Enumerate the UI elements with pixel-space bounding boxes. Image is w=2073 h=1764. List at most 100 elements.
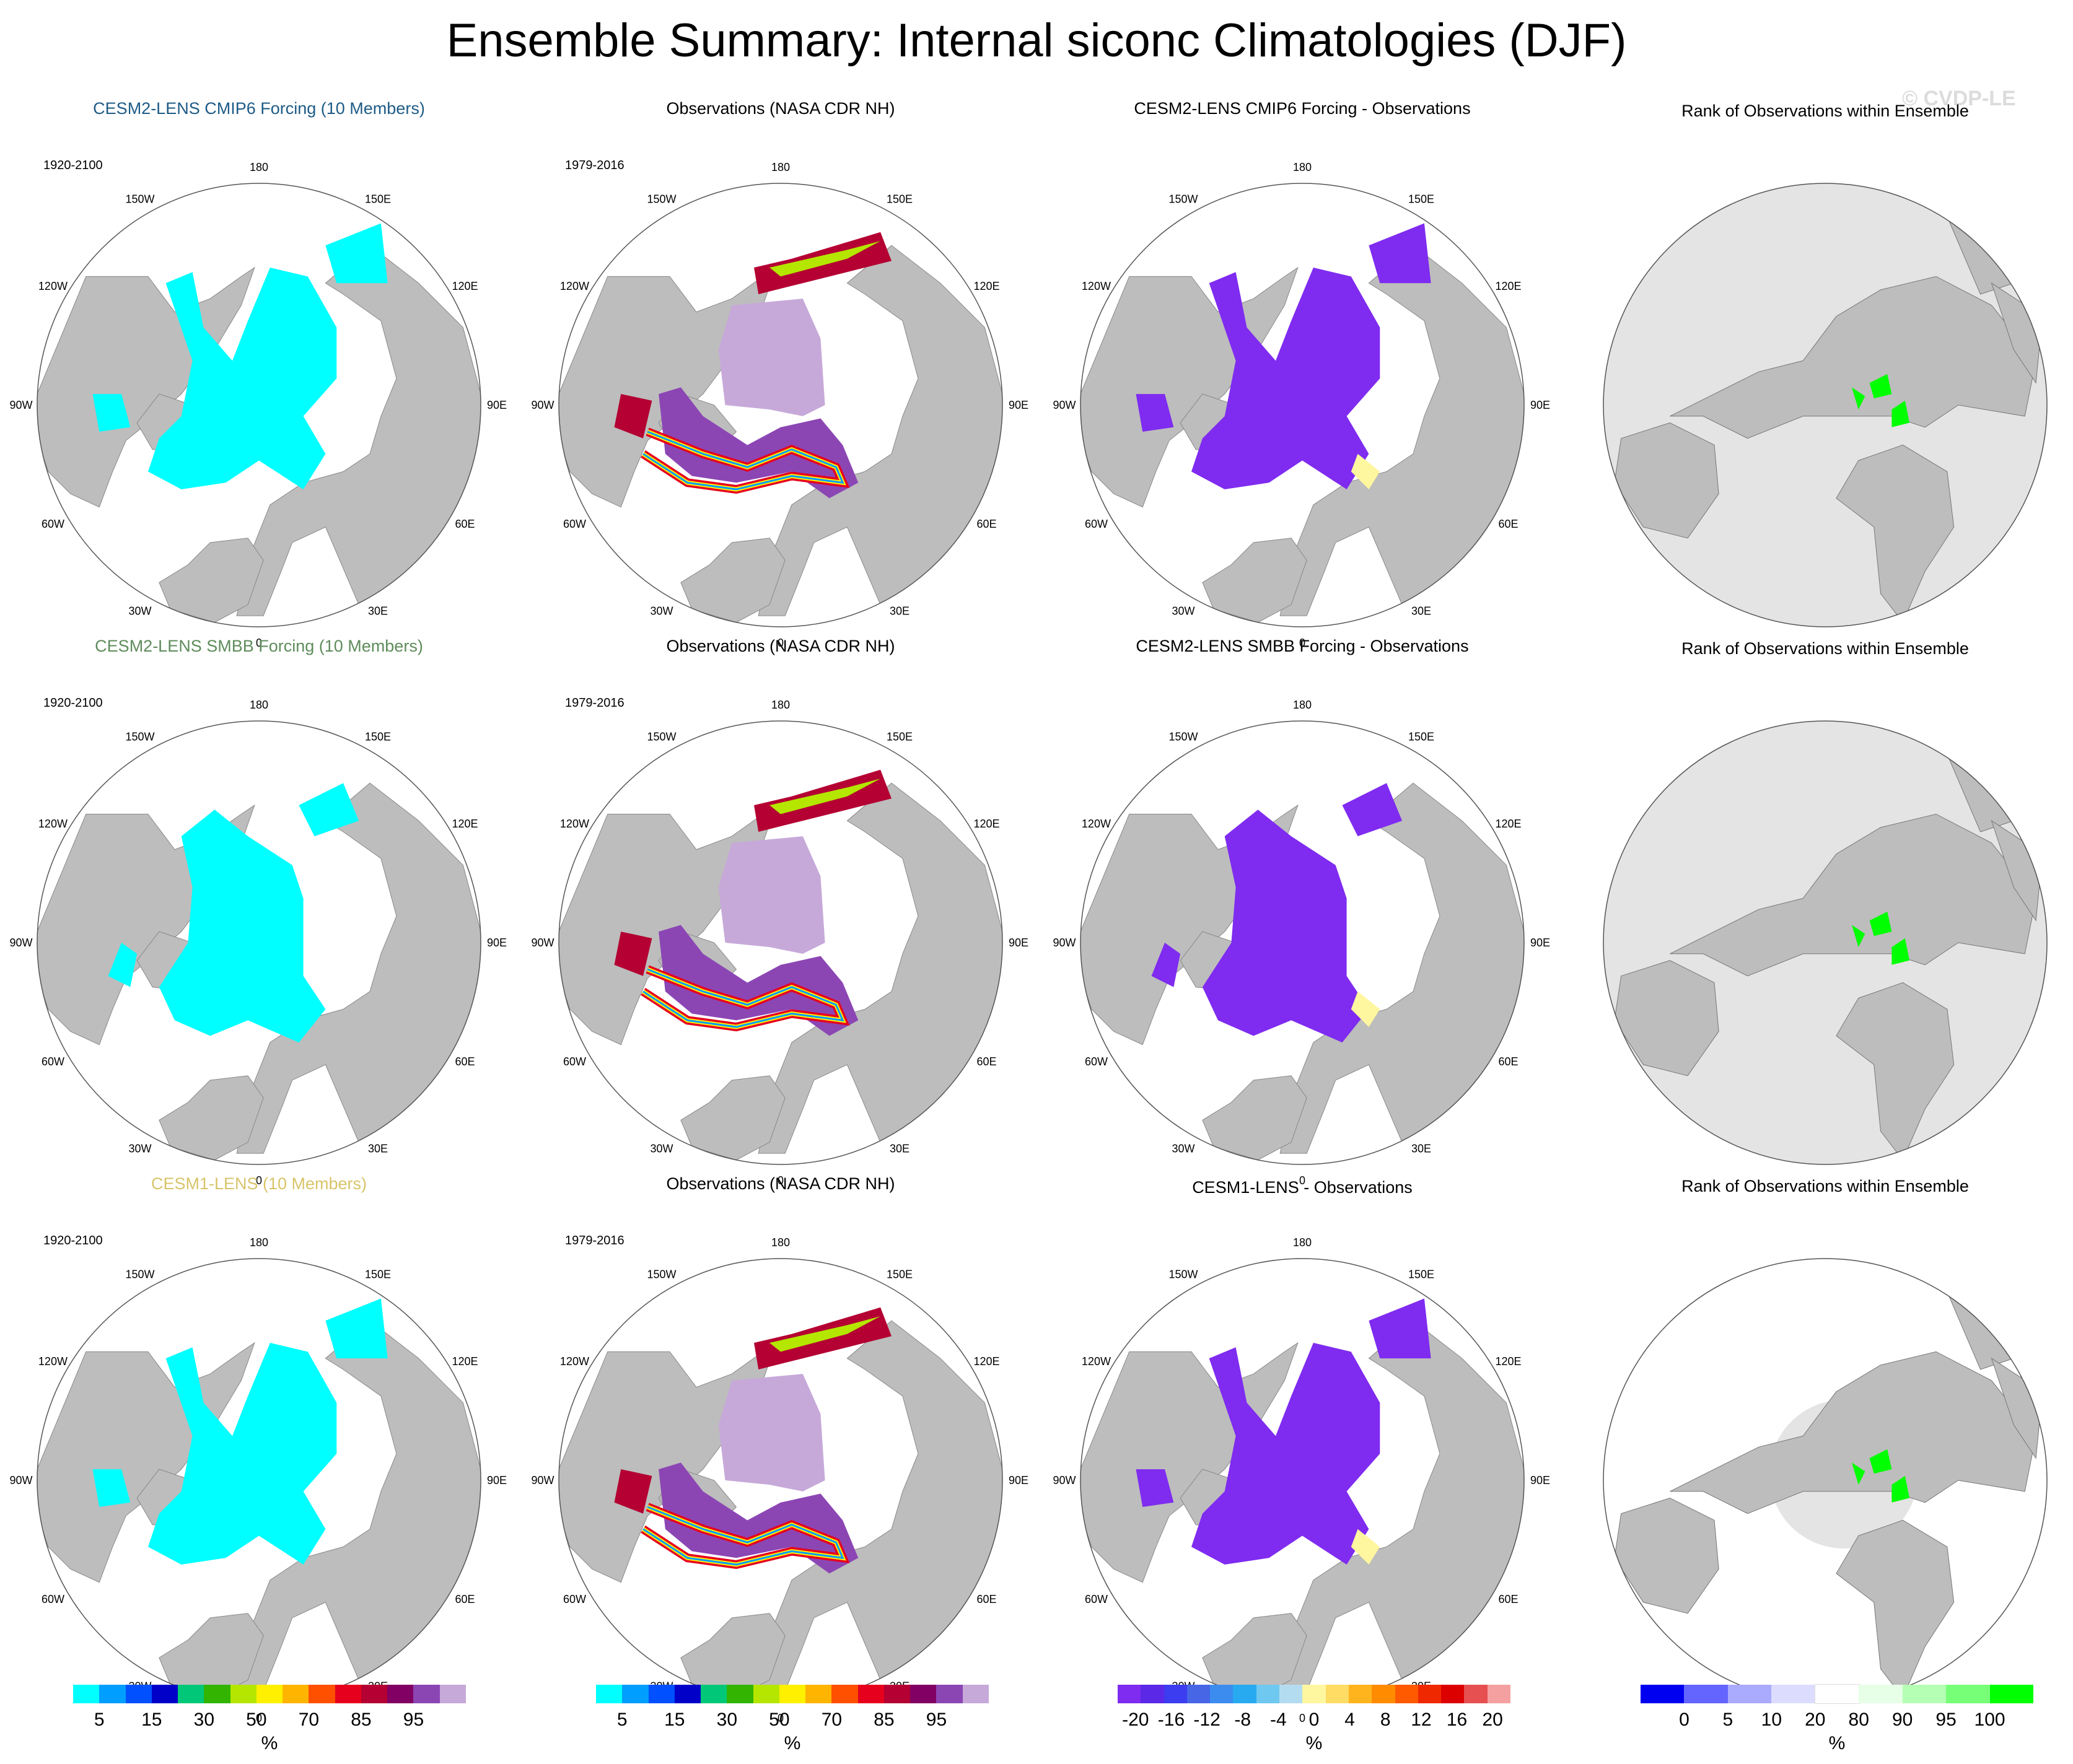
colorbar-tick: 95 [1935, 1709, 1957, 1730]
colorbar-swatch [1256, 1685, 1280, 1703]
colorbar-tick: 0 [1679, 1709, 1690, 1730]
colorbar-swatch [1395, 1685, 1419, 1703]
panel-diff-row3: 180150E120E90E60E30E030W60W90W120W150WCE… [1043, 1166, 1561, 1724]
colorbar-tick: 8 [1380, 1709, 1391, 1730]
diff-map: 180 150E 120E 90E 60E 30E 0 30W 60W 90W 120W 150W [1053, 699, 1550, 1187]
sea-ice-field [1136, 223, 1431, 490]
colorbar-swatch [1441, 1685, 1465, 1703]
colorbar-tick: 50 [246, 1709, 267, 1730]
colorbar-swatch [335, 1685, 362, 1703]
colorbar-swatch [831, 1685, 859, 1703]
longitude-label: 150W [1168, 193, 1198, 205]
colorbar-swatch [361, 1685, 388, 1703]
longitude-label: 90W [1053, 399, 1076, 411]
rank-map [1603, 720, 2048, 1165]
colorbar-swatch [1233, 1685, 1257, 1703]
period-label: 1920-2100 [43, 159, 103, 172]
colorbar-swatch [779, 1685, 806, 1703]
colorbar-tick: 85 [874, 1709, 895, 1730]
longitude-label: 120E [974, 1355, 1000, 1368]
longitude-label: 30W [1172, 605, 1194, 618]
colorbar-difference: -20 -16 -12 -8 -4 0 4 8 12 16 20% [1118, 1685, 1511, 1759]
longitude-label: 180 [1293, 1236, 1312, 1249]
longitude-label: 0 [1299, 1712, 1305, 1724]
colorbar-concentration: 5 15 30 50 70 85 95% [596, 1685, 989, 1759]
longitude-label: 120E [1496, 280, 1522, 292]
longitude-label: 90W [531, 937, 554, 949]
colorbar-tick: -16 [1157, 1709, 1185, 1730]
longitude-label: 90E [487, 1474, 507, 1487]
longitude-label: 60E [977, 1055, 997, 1068]
colorbar-swatch [648, 1685, 675, 1703]
panel-rank-row2: Rank of Observations within Ensemble [1566, 628, 2073, 1166]
colorbar-tick: 5 [616, 1709, 628, 1730]
longitude-label: 60W [563, 1055, 586, 1068]
watermark: © CVDP-LE [1902, 87, 2016, 110]
longitude-label: 180 [250, 699, 268, 711]
colorbar-swatch [439, 1685, 467, 1703]
period-label: 1979-2016 [565, 159, 625, 172]
sea-ice-field [1136, 1298, 1431, 1565]
longitude-label: 30E [890, 1143, 909, 1155]
diff-map: 180 150E 120E 90E 60E 30E 0 30W 60W 90W 120W 150W [1053, 161, 1550, 649]
longitude-label: 0 [1299, 637, 1305, 649]
longitude-label: 30E [368, 1143, 388, 1155]
longitude-label: 60E [1499, 518, 1519, 530]
colorbar-swatch [1859, 1685, 1903, 1703]
longitude-label: 90E [1009, 937, 1028, 949]
colorbar-unit: % [784, 1733, 801, 1753]
colorbar-swatch [1210, 1685, 1234, 1703]
longitude-label: 60W [563, 1593, 586, 1605]
longitude-label: 60E [1499, 1055, 1519, 1068]
colorbar-swatch [805, 1685, 832, 1703]
longitude-label: 150W [647, 1268, 676, 1280]
colorbar-swatch [204, 1685, 231, 1703]
longitude-label: 60W [1085, 518, 1108, 530]
longitude-label: 150E [1408, 730, 1434, 743]
longitude-label: 120E [452, 1355, 478, 1368]
colorbar-swatch [387, 1685, 414, 1703]
longitude-label: 180 [771, 699, 790, 711]
colorbar-swatch [73, 1685, 100, 1703]
colorbar-swatch [1325, 1685, 1349, 1703]
colorbar-swatch [230, 1685, 257, 1703]
colorbar-tick: 70 [821, 1709, 843, 1730]
longitude-label: 120W [560, 1355, 589, 1368]
longitude-label: 150E [887, 730, 913, 743]
colorbar-swatch [1279, 1685, 1303, 1703]
colorbar-swatch [674, 1685, 701, 1703]
colorbar-swatch [1186, 1685, 1211, 1703]
longitude-label: 90W [9, 399, 32, 411]
colorbar-swatch [753, 1685, 780, 1703]
colorbar-swatch [178, 1685, 204, 1703]
longitude-label: 0 [778, 1712, 784, 1724]
sea-ice-field [614, 232, 892, 499]
colorbar-tick: -4 [1270, 1709, 1287, 1730]
longitude-label: 150E [365, 1268, 391, 1280]
panel-title: CESM2-LENS SMBB Forcing - Observations [1136, 637, 1469, 655]
sea-ice-field [1151, 783, 1403, 1043]
longitude-label: 150W [1168, 1268, 1198, 1280]
rank-map [1603, 183, 2048, 627]
panel-model-row2: 180 150E 120E 90E 60E 30E 0 30W 60W 90W 120W 150W CE… [0, 628, 518, 1187]
longitude-label: 150W [1168, 730, 1198, 743]
panel-title: Rank of Observations within Ensemble [1681, 639, 1969, 658]
longitude-label: 90W [9, 937, 32, 949]
colorbar-swatch [1487, 1685, 1511, 1703]
panel-rank-row3: Rank of Observations within Ensemble [1566, 1166, 2073, 1703]
rank-highlight [1851, 911, 1910, 965]
longitude-label: 180 [771, 1236, 790, 1249]
colorbar-tick: 20 [1482, 1709, 1503, 1730]
longitude-label: 0 [256, 637, 262, 649]
colorbar-tick: 4 [1344, 1709, 1355, 1730]
longitude-label: 90E [1009, 399, 1028, 411]
panel-title: Rank of Observations within Ensemble [1681, 1177, 1969, 1195]
obs-map: 180 150E 120E 90E 60E 30E 0 30W 60W 90W 120W 150W [531, 161, 1028, 649]
panel-title: CESM2-LENS SMBB Forcing (10 Members) [95, 637, 423, 655]
colorbar-tick: 95 [403, 1709, 424, 1730]
longitude-label: 150E [1408, 1268, 1434, 1280]
period-label: 1920-2100 [43, 696, 103, 710]
longitude-label: 90E [487, 937, 507, 949]
colorbar-tick: 90 [1891, 1709, 1913, 1730]
